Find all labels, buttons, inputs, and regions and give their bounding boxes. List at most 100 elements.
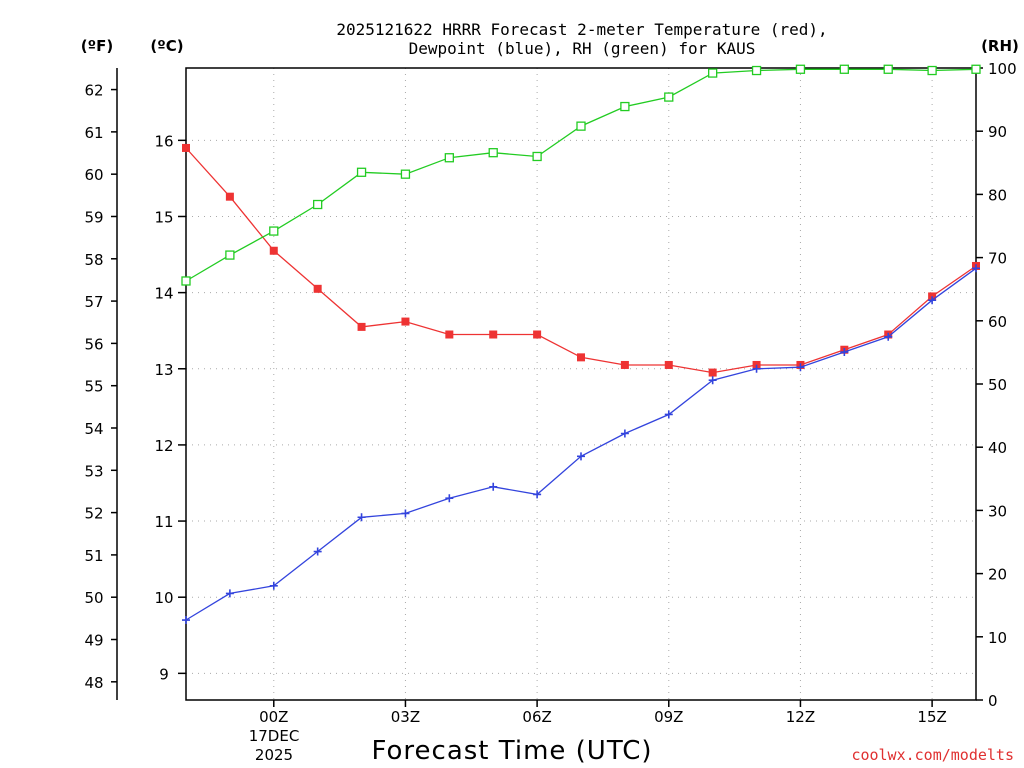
rh-tick-label: 80 [988, 186, 1007, 204]
dewpoint-point [840, 348, 849, 357]
x-axis-label: Forecast Time (UTC) [371, 736, 652, 766]
temperature-point [225, 192, 234, 201]
rh-point [883, 64, 893, 74]
temperature-point [533, 330, 542, 339]
rh-point [751, 65, 762, 76]
x-tick-label: 00Z [259, 708, 288, 726]
celsius-tick-label: 11 [154, 513, 173, 531]
fahrenheit-tick-label: 60 [84, 166, 103, 184]
tick-labels: 48 49 50 51 52 53 54 55 56 57 58 59 60 61 62 9 10 11 12 13 1… [84, 60, 1016, 726]
rh-point [664, 92, 674, 102]
celsius-tick-label: 9 [159, 665, 169, 683]
rh-tick-label: 30 [988, 502, 1007, 520]
celsius-tick-label: 10 [154, 589, 173, 607]
rh-point [488, 148, 498, 158]
celsius-tick-label: 15 [154, 208, 173, 226]
dewpoint-point [225, 589, 234, 598]
fahrenheit-tick-label: 57 [84, 293, 103, 311]
dewpoint-point [357, 513, 366, 522]
chart-title-line-2: Dewpoint (blue), RH (green) for KAUS [409, 39, 756, 58]
celsius-tick-label: 14 [154, 285, 173, 303]
dewpoint-point [577, 452, 585, 461]
dewpoint-point [884, 332, 893, 341]
dewpoint-line [185, 267, 977, 621]
fahrenheit-unit-label: (ºF) [81, 37, 113, 55]
rh-point [927, 65, 937, 76]
celsius-tick-label: 12 [154, 437, 173, 455]
axes [111, 67, 983, 707]
dewpoint-point [445, 494, 454, 503]
rh-point [532, 151, 542, 162]
rh-tick-label: 60 [988, 313, 1007, 331]
fahrenheit-tick-label: 51 [84, 547, 103, 565]
rh-point [225, 250, 235, 260]
celsius-tick-label: 16 [154, 132, 173, 150]
rh-point [400, 169, 411, 179]
temperature-point [445, 330, 454, 339]
date-label-day: 17DEC [249, 727, 300, 745]
fahrenheit-tick-label: 56 [84, 335, 103, 353]
rh-line [185, 68, 977, 282]
dewpoint-point [928, 296, 937, 305]
grid [186, 68, 976, 700]
temperature-point [313, 284, 322, 293]
fahrenheit-tick-label: 59 [84, 208, 103, 226]
x-tick-label: 15Z [917, 708, 946, 726]
temperature-point [489, 330, 498, 339]
dewpoint-point [752, 364, 761, 373]
chart-title-line-1: 2025121622 HRRR Forecast 2-meter Tempera… [336, 20, 827, 39]
rh-point [444, 153, 454, 163]
fahrenheit-tick-label: 54 [84, 420, 103, 438]
credit-link[interactable]: coolwx.com/modelts [851, 746, 1014, 764]
temperature-point [620, 360, 629, 369]
rh-tick-label: 10 [988, 629, 1007, 647]
temperature-point [401, 317, 410, 326]
dewpoint-point [401, 509, 410, 518]
rh-point [269, 226, 279, 236]
x-tick-label: 09Z [654, 708, 683, 726]
fahrenheit-tick-label: 48 [84, 674, 103, 692]
rh-tick-label: 20 [988, 566, 1007, 584]
date-label-year: 2025 [255, 746, 293, 764]
temperature-point [269, 246, 278, 255]
fahrenheit-tick-label: 62 [84, 82, 103, 100]
temperature-point [708, 368, 717, 377]
dewpoint-point [664, 410, 673, 419]
fahrenheit-tick-label: 49 [84, 632, 103, 650]
temperature-point [664, 360, 673, 369]
dewpoint-point [313, 547, 322, 556]
dewpoint-point [269, 581, 278, 590]
dewpoint-point [182, 616, 190, 625]
fahrenheit-tick-label: 50 [84, 589, 103, 607]
rh-tick-label: 100 [988, 60, 1017, 78]
x-tick-label: 06Z [522, 708, 551, 726]
fahrenheit-tick-label: 58 [84, 251, 103, 269]
series-temperature [182, 143, 980, 377]
fahrenheit-tick-label: 61 [84, 124, 103, 142]
rh-point [971, 64, 981, 74]
dewpoint-point [620, 429, 629, 438]
temperature-point [357, 322, 366, 331]
rh-tick-label: 90 [988, 123, 1007, 141]
plot-frame [185, 67, 977, 701]
dewpoint-point [533, 490, 542, 499]
fahrenheit-tick-label: 55 [84, 378, 103, 396]
series-rh [181, 64, 981, 286]
temperature-line [185, 147, 977, 374]
x-tick-label: 12Z [786, 708, 815, 726]
dewpoint-point [796, 363, 805, 372]
celsius-tick-label: 13 [154, 361, 173, 379]
rh-point [356, 167, 367, 177]
rh-point [708, 68, 718, 78]
temperature-point [182, 143, 190, 152]
rh-tick-label: 70 [988, 250, 1007, 268]
fahrenheit-tick-label: 53 [84, 462, 103, 480]
celsius-unit-label: (ºC) [150, 37, 183, 55]
rh-tick-label: 40 [988, 439, 1007, 457]
rh-tick-label: 50 [988, 376, 1007, 394]
rh-point [620, 101, 630, 112]
rh-point [795, 64, 806, 74]
rh-tick-label: 0 [988, 692, 998, 710]
rh-point [839, 64, 849, 74]
